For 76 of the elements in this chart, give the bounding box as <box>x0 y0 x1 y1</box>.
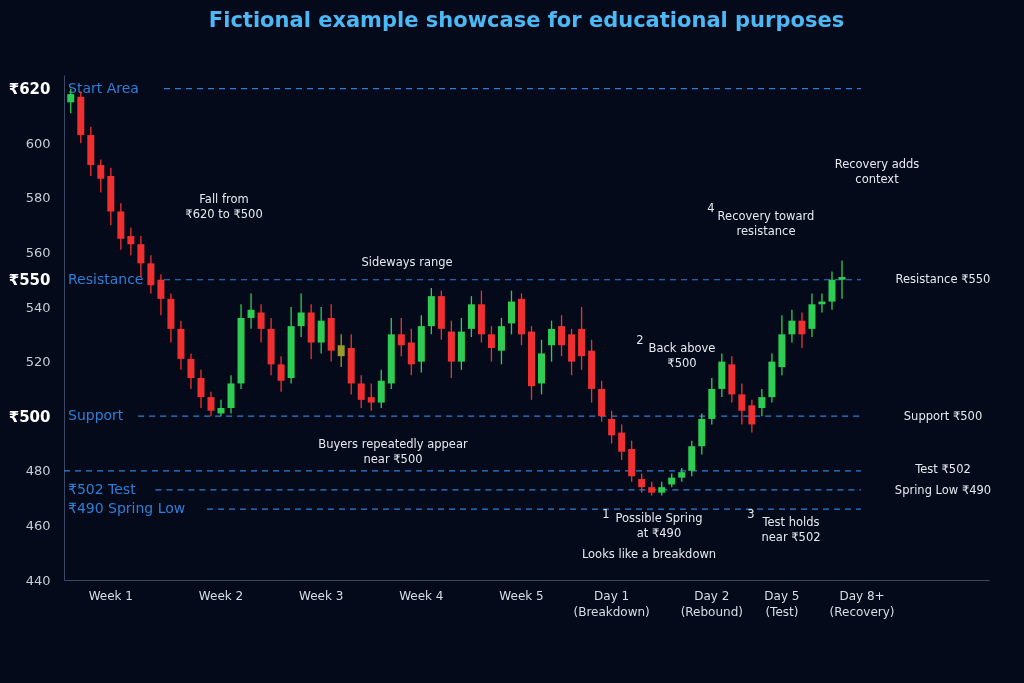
y-tick-label: 460 <box>25 517 51 533</box>
candlestick <box>507 290 515 335</box>
y-tick-label: 600 <box>25 135 51 151</box>
ref-line-label: ₹502 Test <box>68 480 137 497</box>
annotation: Looks like a breakdown <box>581 547 717 561</box>
candlestick <box>157 273 165 316</box>
annotation: Support ₹500 <box>903 409 983 423</box>
candlestick <box>197 369 205 409</box>
x-tick-label: Week 1 <box>88 588 133 603</box>
annotation: 1 <box>602 507 610 521</box>
annotation: Sideways range <box>361 255 453 269</box>
y-tick-label: 480 <box>25 463 51 479</box>
x-tick-label: Day 5 (Test) <box>764 588 800 619</box>
x-tick-label: Week 4 <box>399 588 444 603</box>
candlestick <box>207 391 215 417</box>
annotation: 2 <box>636 333 644 347</box>
x-tick-label: Day 8+ (Recovery) <box>829 588 895 619</box>
candlestick <box>247 292 255 330</box>
candlestick <box>798 311 806 349</box>
candlestick <box>147 254 155 295</box>
candlestick <box>97 158 105 194</box>
annotation: Possible Spring at ₹490 <box>615 511 703 540</box>
candlestick <box>558 314 566 357</box>
candlestick <box>397 317 405 357</box>
candlestick <box>367 382 375 412</box>
annotation: Recovery adds context <box>834 157 920 186</box>
x-tick-label: Day 2 (Rebound) <box>680 588 743 619</box>
y-tick-label: ₹550 <box>8 271 51 290</box>
ref-line-label: ₹490 Spring Low <box>68 500 186 517</box>
y-tick-label: 520 <box>25 354 51 370</box>
candlestick <box>828 270 836 311</box>
annotation: Resistance ₹550 <box>895 272 991 286</box>
candlestick <box>487 325 495 363</box>
x-tick-label: Day 1 (Breakdown) <box>573 588 650 619</box>
candlestick <box>297 292 305 338</box>
annotation: Recovery toward resistance <box>717 209 815 238</box>
ref-line-label: Resistance <box>68 270 144 287</box>
annotation: Back above ₹500 <box>648 341 716 370</box>
candlestick <box>748 399 756 434</box>
annotation: Fall from ₹620 to ₹500 <box>185 192 263 221</box>
candlestick <box>257 303 265 344</box>
candlestick <box>548 320 556 363</box>
candlestick <box>317 306 325 355</box>
candlestick <box>377 369 385 409</box>
candlestick <box>277 355 285 393</box>
candlestick <box>838 259 846 300</box>
candlestick <box>618 423 626 461</box>
ref-line-label: Support <box>68 407 124 424</box>
x-tick-label: Week 5 <box>499 588 544 603</box>
candlestick <box>127 227 135 256</box>
candlestick <box>788 309 796 344</box>
y-tick-label: 580 <box>25 190 51 206</box>
annotation: Test ₹502 <box>914 462 971 476</box>
candlestick <box>758 388 766 417</box>
y-tick-label: ₹620 <box>8 80 51 99</box>
annotation: 3 <box>747 507 755 521</box>
annotation: Spring Low ₹490 <box>894 483 992 497</box>
annotation: 4 <box>707 201 715 215</box>
annotation: Test holds near ₹502 <box>761 515 821 544</box>
y-tick-label: 560 <box>25 244 51 260</box>
y-tick-label: ₹500 <box>8 407 51 426</box>
candlestick <box>407 328 415 376</box>
y-tick-label: 540 <box>25 299 51 315</box>
candlestick <box>337 333 345 368</box>
ref-line-label: Start Area <box>68 79 139 96</box>
candlestick <box>187 352 195 390</box>
chart-title: Fictional example showcase for educational purposes <box>208 8 845 32</box>
candlestick <box>217 399 225 417</box>
candlestick <box>357 374 365 409</box>
x-tick-label: Week 2 <box>198 588 244 603</box>
candlestick <box>608 410 616 445</box>
candlestick <box>638 472 646 494</box>
x-tick-label: Week 3 <box>299 588 344 603</box>
candlestick <box>738 382 746 426</box>
y-tick-label: 440 <box>25 572 51 588</box>
annotation: Buyers repeatedly appear near ₹500 <box>318 437 468 466</box>
